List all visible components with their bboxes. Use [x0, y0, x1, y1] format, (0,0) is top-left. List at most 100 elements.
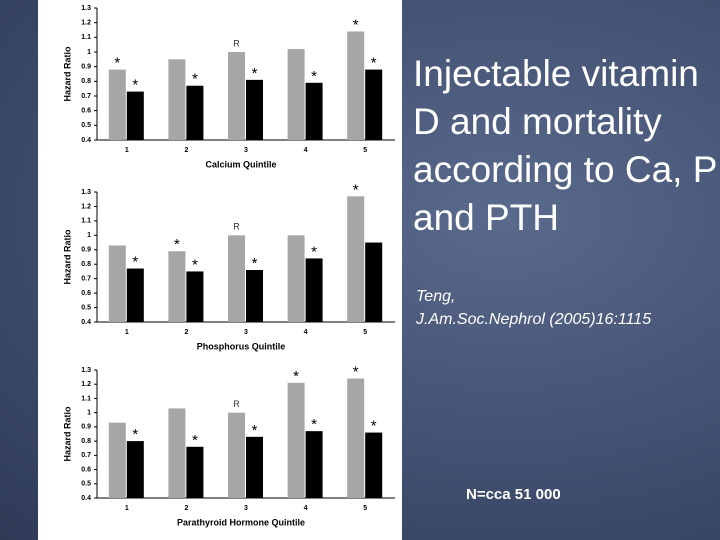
bar-marker: * [293, 368, 299, 385]
x-tick-label: 4 [304, 505, 308, 512]
y-tick-label: 0.6 [81, 108, 91, 115]
y-tick-label: 1.3 [81, 5, 91, 12]
y-tick-label: 0.9 [81, 64, 91, 71]
bar [168, 408, 186, 498]
bar-marker: R [233, 222, 240, 232]
bar-marker: * [114, 55, 120, 72]
y-tick-label: 0.4 [81, 319, 91, 326]
bar-marker: * [353, 16, 359, 33]
x-tick-label: 4 [304, 147, 308, 154]
bar [347, 31, 365, 140]
x-tick-label: 4 [304, 329, 308, 336]
bar [168, 59, 186, 141]
x-axis-label: Phosphorus Quintile [197, 341, 286, 351]
bar [228, 235, 245, 322]
bar [168, 251, 186, 322]
bar-marker: R [233, 38, 240, 48]
y-tick-label: 1 [87, 49, 91, 56]
note: N=cca 51 000 [466, 486, 561, 503]
x-tick-label: 2 [184, 329, 188, 336]
y-tick-label: 0.5 [81, 481, 91, 488]
citation: Teng, [416, 288, 456, 305]
x-tick-label: 2 [184, 505, 188, 512]
y-tick-label: 0.7 [81, 93, 91, 100]
bar [246, 436, 263, 498]
bar-marker: * [311, 68, 317, 85]
bar [347, 196, 365, 322]
bar [228, 412, 245, 498]
bar [186, 271, 204, 322]
bar [108, 69, 126, 140]
y-tick-label: 0.6 [81, 466, 91, 473]
y-axis-label: Hazard Ratio [62, 46, 72, 102]
bar [108, 422, 126, 498]
bar [365, 432, 383, 498]
slide-title: Injectable vitamin D and mortality accor… [413, 53, 717, 238]
x-axis-label: Parathyroid Hormone Quintile [177, 517, 305, 527]
y-tick-label: 1.2 [81, 381, 91, 388]
bar-marker: R [233, 399, 240, 409]
y-tick-label: 1.2 [81, 203, 91, 210]
y-tick-label: 0.7 [81, 276, 91, 283]
bar-marker: * [252, 255, 258, 272]
bar-marker: * [132, 426, 138, 443]
bar [108, 245, 126, 322]
bar-marker: * [192, 71, 198, 88]
y-tick-label: 1.2 [81, 20, 91, 27]
bar [305, 82, 323, 140]
x-tick-label: 5 [363, 505, 367, 512]
y-tick-label: 0.4 [81, 495, 91, 502]
y-tick-label: 0.8 [81, 78, 91, 85]
y-tick-label: 1.3 [81, 367, 91, 374]
x-tick-label: 3 [244, 329, 248, 336]
y-tick-label: 1.1 [81, 218, 91, 225]
bar-marker: * [371, 55, 377, 72]
x-axis-label: Calcium Quintile [205, 159, 276, 169]
x-tick-label: 2 [184, 147, 188, 154]
bar [347, 378, 365, 498]
bar-marker: * [192, 256, 198, 273]
y-tick-label: 1.1 [81, 395, 91, 402]
bar [305, 258, 323, 322]
y-tick-label: 0.7 [81, 452, 91, 459]
y-tick-label: 0.5 [81, 122, 91, 129]
bar [365, 242, 383, 322]
bar [287, 235, 305, 322]
y-tick-label: 1.1 [81, 34, 91, 41]
y-tick-label: 0.5 [81, 304, 91, 311]
bar [246, 79, 263, 140]
bar-marker: * [252, 65, 258, 82]
x-tick-label: 5 [363, 329, 367, 336]
x-tick-label: 3 [244, 147, 248, 154]
bar-marker: * [371, 418, 377, 435]
bar [186, 446, 204, 498]
bar [365, 69, 383, 140]
y-tick-label: 0.4 [81, 137, 91, 144]
y-axis-label: Hazard Ratio [62, 406, 72, 462]
y-tick-label: 0.9 [81, 247, 91, 254]
x-tick-label: 5 [363, 147, 367, 154]
bar [186, 85, 204, 140]
x-tick-label: 1 [125, 505, 129, 512]
y-tick-label: 0.8 [81, 261, 91, 268]
bar [287, 49, 305, 140]
bar-marker: * [252, 422, 258, 439]
bar [126, 268, 144, 322]
y-tick-label: 0.9 [81, 424, 91, 431]
bar-marker: * [132, 77, 138, 94]
bar [126, 91, 144, 140]
bar [126, 441, 144, 498]
x-tick-label: 1 [125, 329, 129, 336]
y-tick-label: 0.6 [81, 290, 91, 297]
bar [287, 382, 305, 498]
bar [228, 52, 245, 140]
y-tick-label: 1 [87, 410, 91, 417]
y-axis-label: Hazard Ratio [62, 229, 72, 285]
bar-marker: * [353, 181, 359, 198]
y-tick-label: 1 [87, 232, 91, 239]
bar-marker: * [174, 236, 180, 253]
x-tick-label: 1 [125, 147, 129, 154]
y-tick-label: 1.3 [81, 189, 91, 196]
